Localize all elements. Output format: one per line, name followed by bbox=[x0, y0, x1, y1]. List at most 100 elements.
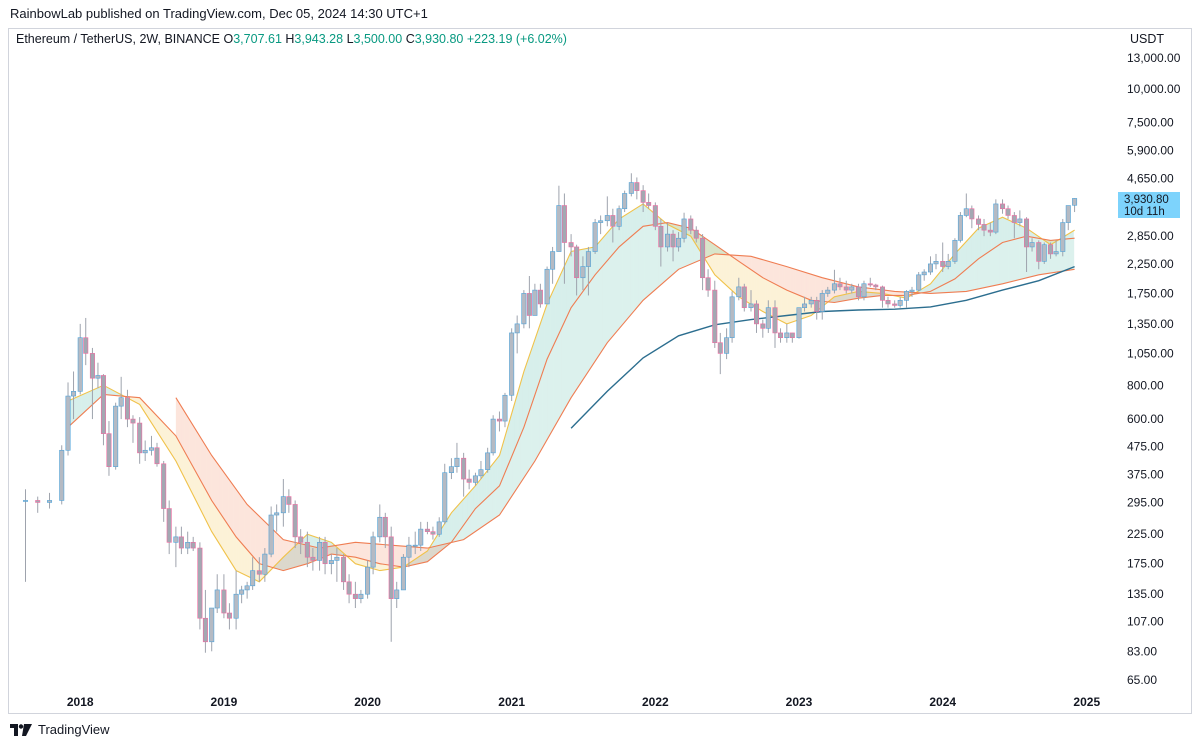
mid-ribbon-segment bbox=[757, 258, 761, 276]
candle-body-down bbox=[652, 205, 658, 227]
currency-unit[interactable]: USDT bbox=[1130, 32, 1165, 46]
mid-ribbon-segment bbox=[476, 505, 479, 531]
candle-body-down bbox=[382, 516, 388, 538]
fast-ribbon-segment bbox=[285, 552, 289, 570]
y-tick-label: 135.00 bbox=[1127, 587, 1164, 601]
mid-ribbon-segment bbox=[294, 542, 298, 568]
candle-body-up bbox=[616, 208, 622, 227]
candle bbox=[814, 296, 820, 320]
fast-ribbon-segment bbox=[197, 474, 201, 510]
mid-ribbon-segment bbox=[644, 225, 648, 300]
fast-ribbon-segment bbox=[555, 279, 559, 341]
y-tick-label: 1,350.00 bbox=[1127, 317, 1174, 331]
candle-body-up bbox=[897, 300, 903, 306]
fast-ribbon-segment bbox=[172, 432, 176, 461]
fast-ribbon-segment bbox=[608, 228, 611, 260]
fast-ribbon-segment bbox=[649, 209, 653, 226]
y-tick-label: 175.00 bbox=[1127, 557, 1164, 571]
mid-ribbon-segment bbox=[349, 542, 353, 557]
mid-ribbon-segment bbox=[525, 413, 529, 475]
mid-ribbon-segment bbox=[828, 279, 832, 303]
footer-brand[interactable]: TradingView bbox=[10, 722, 110, 737]
mid-ribbon-segment bbox=[536, 381, 540, 458]
mid-ribbon-segment bbox=[517, 435, 521, 488]
candle bbox=[328, 554, 334, 575]
candle-body-up bbox=[676, 237, 682, 248]
mid-ribbon-segment bbox=[569, 305, 573, 400]
candle bbox=[867, 277, 873, 287]
mid-ribbon-segment bbox=[523, 421, 526, 479]
candle-body-down bbox=[256, 570, 262, 575]
candle-body-down bbox=[987, 229, 993, 233]
fast-ribbon-segment bbox=[754, 271, 757, 308]
candle-body-down bbox=[130, 418, 136, 424]
mid-ribbon-segment bbox=[553, 339, 557, 429]
mid-ribbon-segment bbox=[512, 448, 515, 496]
candle bbox=[885, 296, 891, 308]
mid-ribbon-segment bbox=[288, 540, 292, 570]
mid-ribbon-segment bbox=[636, 230, 639, 309]
fast-ribbon-segment bbox=[73, 397, 77, 423]
mid-ribbon-segment bbox=[467, 515, 471, 537]
candle bbox=[124, 389, 130, 428]
candle bbox=[705, 269, 711, 297]
candle-body-down bbox=[161, 463, 167, 509]
candle-body-down bbox=[346, 581, 352, 595]
fast-ribbon-segment bbox=[288, 549, 292, 570]
mid-ribbon-segment bbox=[952, 278, 956, 293]
mid-ribbon-segment bbox=[969, 264, 973, 291]
mid-ribbon-segment bbox=[481, 499, 485, 528]
mid-ribbon-segment bbox=[490, 492, 493, 522]
fast-ribbon-segment bbox=[354, 557, 358, 565]
candle bbox=[837, 277, 843, 291]
fast-ribbon-segment bbox=[175, 435, 179, 466]
candle bbox=[226, 603, 232, 630]
fast-ribbon-segment bbox=[192, 464, 195, 499]
mid-ribbon-segment bbox=[214, 459, 218, 509]
y-tick-label: 800.00 bbox=[1127, 378, 1164, 392]
candle bbox=[981, 218, 987, 237]
mid-ribbon-segment bbox=[991, 248, 995, 287]
fast-ribbon-segment bbox=[181, 445, 184, 477]
fast-ribbon-segment bbox=[789, 291, 793, 323]
fast-ribbon-segment bbox=[999, 217, 1003, 245]
candle bbox=[843, 280, 849, 294]
candle-body-down bbox=[867, 283, 873, 286]
fast-ribbon-segment bbox=[723, 250, 727, 286]
candle-body-up bbox=[472, 475, 478, 483]
candle-body-down bbox=[892, 303, 898, 306]
fast-ribbon-segment bbox=[451, 510, 454, 543]
fast-ribbon-segment bbox=[475, 481, 479, 509]
candle-body-up bbox=[945, 261, 951, 267]
fast-ribbon-segment bbox=[417, 555, 421, 564]
fast-ribbon-segment bbox=[503, 432, 507, 477]
candle bbox=[592, 218, 598, 254]
candle bbox=[993, 199, 999, 235]
candle-body-up bbox=[933, 261, 939, 265]
candle bbox=[23, 489, 29, 582]
candle bbox=[382, 512, 388, 549]
candle-body-down bbox=[1036, 242, 1042, 262]
mid-ribbon-segment bbox=[330, 545, 333, 555]
candle bbox=[461, 452, 467, 497]
mid-ribbon-segment bbox=[200, 437, 204, 486]
candle bbox=[142, 440, 148, 461]
fast-ribbon-segment bbox=[704, 237, 708, 263]
candle bbox=[1011, 212, 1017, 239]
candle bbox=[825, 286, 831, 297]
candle-body-down bbox=[292, 504, 298, 538]
fast-ribbon-segment bbox=[453, 507, 457, 540]
candle bbox=[221, 574, 227, 619]
fast-ribbon-segment bbox=[734, 258, 738, 296]
candle bbox=[352, 581, 358, 609]
open-label: O bbox=[223, 32, 234, 46]
tradingview-logo-icon bbox=[10, 723, 32, 736]
candle-body-up bbox=[95, 375, 101, 379]
mid-ribbon-segment bbox=[275, 531, 278, 570]
fast-ribbon-segment bbox=[360, 558, 363, 566]
candle bbox=[712, 280, 718, 348]
candle bbox=[717, 332, 723, 375]
fast-ribbon-segment bbox=[420, 553, 424, 564]
fast-ribbon-segment bbox=[495, 457, 498, 490]
